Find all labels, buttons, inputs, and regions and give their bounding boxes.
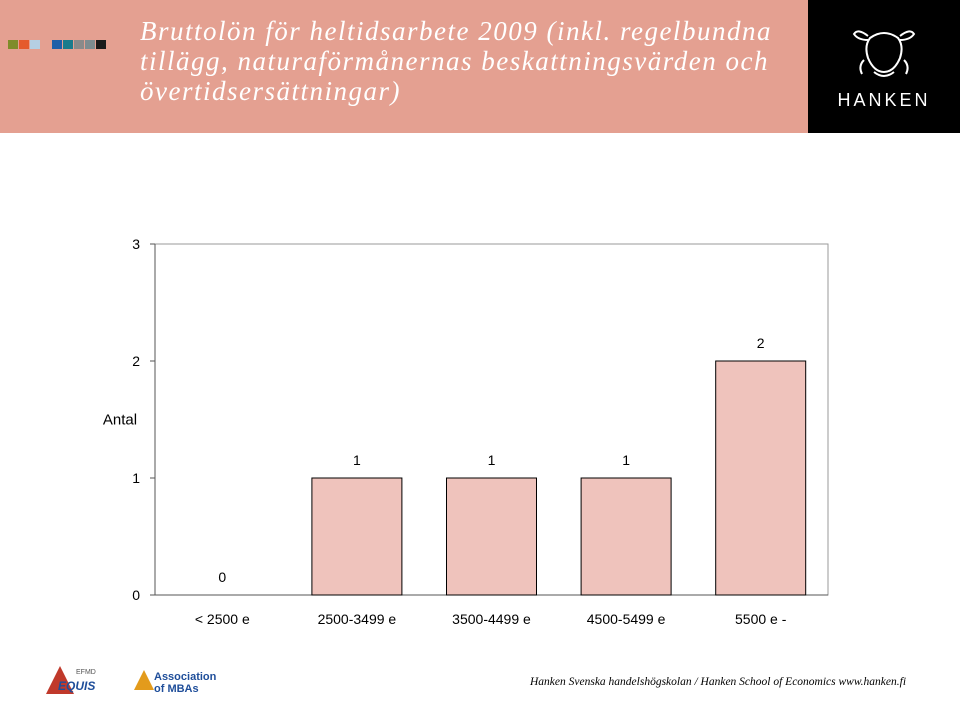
swatch-5: [63, 40, 73, 49]
bar-chart: 0 1 2 3 Antal 0 < 2500 e 1 2500-3499 e 1 3500-4499…: [103, 236, 829, 627]
slide-title: Bruttolön för heltidsarbete 2009 (inkl. …: [140, 16, 772, 106]
swatch-7: [85, 40, 95, 49]
swatch-1: [8, 40, 18, 49]
swatch-8: [96, 40, 106, 49]
logo-wordmark: HANKEN: [837, 90, 931, 110]
hanken-logo: HANKEN: [808, 0, 960, 133]
data-label: 1: [353, 452, 361, 468]
equis-badge: EFMD EQUIS: [40, 660, 120, 696]
swatch-2: [19, 40, 29, 49]
x-tick-label: < 2500 e: [195, 611, 250, 627]
x-tick-label: 4500-5499 e: [587, 611, 666, 627]
swatch-3: [30, 40, 40, 49]
mercury-head-icon: [852, 30, 916, 77]
x-tick-label: 2500-3499 e: [318, 611, 397, 627]
bar: [311, 477, 403, 596]
svg-text:Association: Association: [154, 671, 217, 683]
x-tick-label: 3500-4499 e: [452, 611, 531, 627]
y-tick-label: 0: [132, 587, 140, 603]
y-tick-label: 2: [132, 353, 140, 369]
data-label: 1: [488, 452, 496, 468]
svg-text:EFMD: EFMD: [76, 669, 96, 676]
footer-text: Hanken Svenska handelshögskolan / Hanken…: [530, 676, 907, 688]
bar: [446, 477, 537, 596]
svg-text:EQUIS: EQUIS: [58, 679, 95, 693]
data-label: 1: [622, 452, 630, 468]
header-banner: Bruttolön för heltidsarbete 2009 (inkl. …: [0, 0, 808, 133]
bar: [715, 360, 807, 596]
y-axis-title: Antal: [103, 412, 137, 429]
amba-badge: Association of MBAs: [130, 660, 220, 696]
svg-text:of MBAs: of MBAs: [154, 683, 199, 695]
amba-mark-icon: [134, 670, 154, 690]
swatch-6: [74, 40, 84, 49]
data-label: 0: [218, 569, 226, 585]
x-tick-label: 5500 e -: [735, 611, 787, 627]
data-label: 2: [757, 335, 765, 351]
y-tick-label: 3: [132, 236, 140, 252]
bar: [580, 477, 672, 596]
swatch-4: [52, 40, 62, 49]
y-tick-label: 1: [132, 470, 140, 486]
equis-mark-icon: [46, 666, 74, 694]
